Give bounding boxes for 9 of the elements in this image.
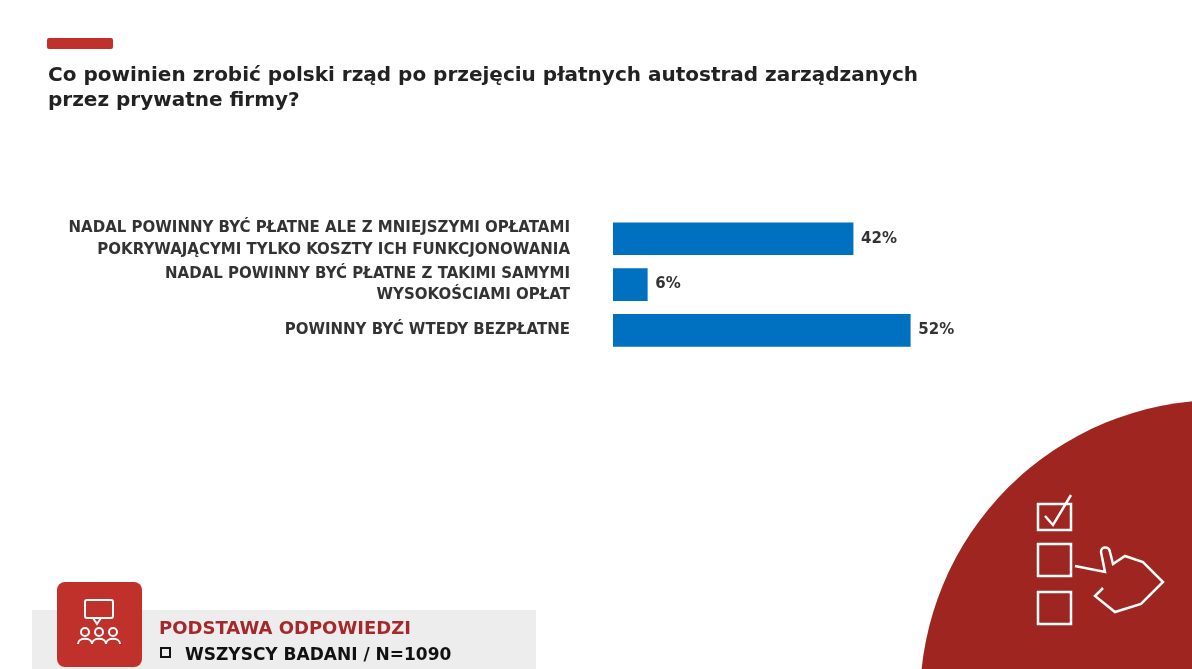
data-label: 52% <box>918 320 955 339</box>
text: PODSTAWA ODPOWIEDZI <box>159 617 411 638</box>
y-tick-label: NADAL POWINNY BYĆ PŁATNE ALE Z MNIEJSZYMI OPŁATAMI POKRYWAJĄCYMI TYLKO KOSZTY ICH FUNKCJONOWANIA <box>68 216 571 258</box>
y-tick-label: NADAL POWINNY BYĆ PŁATNE Z TAKIMI SAMYMI WYSOKOŚCIAMI OPŁAT <box>165 262 571 304</box>
text: WSZYSCY BADANI / N=1090 <box>185 644 452 664</box>
y-tick-label: POWINNY BYĆ WTEDY BEZPŁATNE <box>284 319 570 339</box>
chart-title: Co powinien zrobić polski rząd po przejęciu płatnych autostrad zarządzanych przez prywatne firmy? <box>48 62 920 112</box>
data-label: 6% <box>655 274 681 293</box>
data-label: 42% <box>861 228 898 247</box>
